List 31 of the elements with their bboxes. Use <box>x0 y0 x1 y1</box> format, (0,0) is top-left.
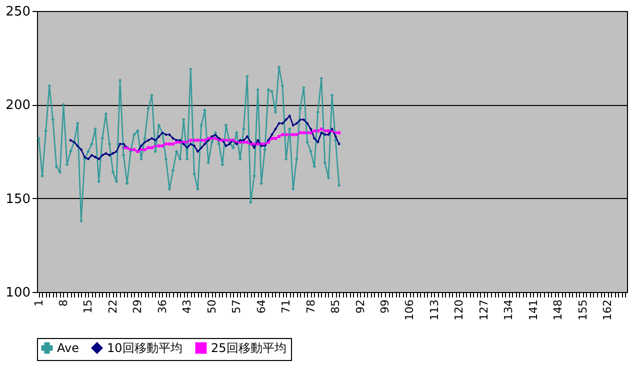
x-tick-label: 113 <box>428 300 441 320</box>
y-tick-label: 150 <box>6 192 30 207</box>
x-tick-label: 29 <box>131 300 144 314</box>
y-tick-label: 200 <box>6 98 30 114</box>
legend-label: 10回移動平均 <box>107 341 182 355</box>
legend-label: 25回移動平均 <box>211 341 286 355</box>
x-tick-label: 85 <box>329 300 342 314</box>
x-tick-label: 50 <box>205 300 218 314</box>
x-tick-label: 141 <box>526 300 540 320</box>
x-tick-label: 22 <box>106 300 120 314</box>
x-tick-label: 36 <box>156 300 169 314</box>
legend-label: Ave <box>57 341 79 355</box>
x-tick-label: 92 <box>354 300 367 314</box>
y-tick-label: 100 <box>6 286 30 300</box>
x-tick-label: 71 <box>280 300 293 314</box>
x-tick-label: 120 <box>452 300 466 320</box>
x-tick-label: 134 <box>502 300 516 320</box>
x-tick-label: 99 <box>378 300 392 314</box>
x-tick-label: 78 <box>304 300 318 314</box>
x-tick-label: 106 <box>403 300 416 320</box>
x-tick-label: 43 <box>180 300 194 314</box>
x-tick-label: 127 <box>477 300 490 320</box>
y-tick-label: 250 <box>6 4 30 20</box>
x-tick-label: 57 <box>230 300 244 314</box>
x-tick-label: 148 <box>552 300 565 320</box>
x-tick-label: 162 <box>601 300 614 320</box>
x-tick-label: 15 <box>82 300 95 314</box>
x-tick-label: 8 <box>56 300 70 306</box>
x-tick-label: 1 <box>32 300 46 306</box>
x-tick-label: 64 <box>254 300 268 314</box>
x-tick-label: 155 <box>576 300 590 320</box>
